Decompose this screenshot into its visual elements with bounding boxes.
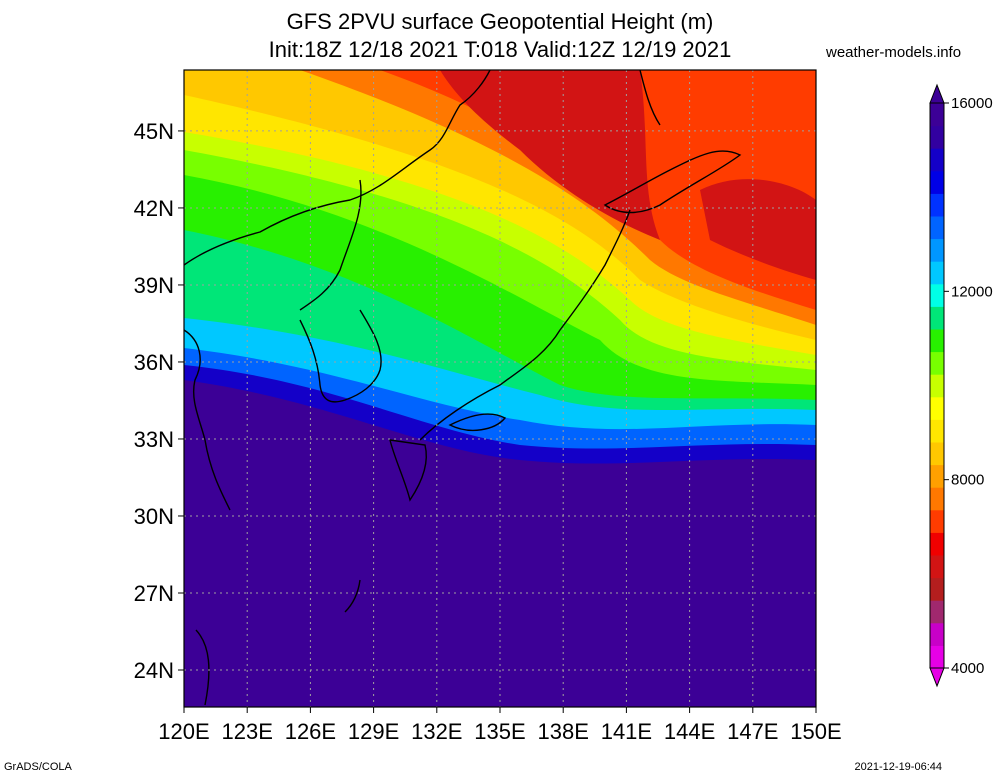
y-tick-label: 33N	[134, 427, 174, 452]
x-tick-label: 135E	[474, 719, 525, 744]
y-tick-label: 45N	[134, 119, 174, 144]
x-tick-label: 141E	[601, 719, 652, 744]
x-tick-label: 120E	[158, 719, 209, 744]
longitude-axis: 120E 123E 126E 129E 132E 135E 138E 141E 144E 147E…	[158, 707, 842, 744]
colorbar-swatch	[930, 193, 944, 217]
colorbar-swatch	[930, 396, 944, 420]
colorbar-swatch	[930, 125, 944, 149]
y-tick-label: 30N	[134, 504, 174, 529]
china-east-coast	[184, 329, 231, 511]
x-tick-label: 138E	[538, 719, 589, 744]
footer-left: GrADS/COLA	[4, 761, 72, 773]
y-tick-label: 24N	[134, 658, 174, 683]
kyushu	[389, 439, 427, 502]
colorbar-swatch	[930, 442, 944, 466]
colorbar-swatch	[930, 419, 944, 443]
colorbar-swatch	[930, 577, 944, 601]
y-tick-label: 27N	[134, 581, 174, 606]
colorbar-swatch	[930, 509, 944, 533]
colorbar-swatch	[930, 148, 944, 172]
x-tick-label: 123E	[222, 719, 273, 744]
footer-right: 2021-12-19-06:44	[854, 761, 942, 773]
colorbar-swatch	[930, 622, 944, 646]
colorbar-label: 8000	[951, 472, 984, 489]
colorbar-swatch	[930, 329, 944, 353]
colorbar-label: 16000	[951, 95, 993, 112]
shikoku	[448, 413, 507, 432]
colorbar-swatch	[930, 306, 944, 330]
colorbar-swatch	[930, 216, 944, 240]
colorbar-swatch	[930, 464, 944, 488]
colorbar-frame	[929, 102, 945, 669]
colorbar-swatch	[930, 261, 944, 285]
colorbar-min-arrow	[929, 667, 945, 688]
taiwan	[195, 629, 210, 706]
hokkaido	[603, 150, 742, 214]
colorbar-label: 12000	[951, 283, 993, 300]
colorbar: 16000 12000 8000 4000	[929, 83, 993, 688]
y-tick-label: 42N	[134, 196, 174, 221]
colorbar-swatch	[930, 532, 944, 556]
x-tick-label: 150E	[790, 719, 841, 744]
x-tick-label: 147E	[727, 719, 778, 744]
x-tick-label: 126E	[285, 719, 336, 744]
colorbar-swatch	[930, 170, 944, 194]
y-tick-label: 39N	[134, 273, 174, 298]
sakhalin	[639, 70, 661, 126]
y-tick-label: 36N	[134, 350, 174, 375]
colorbar-swatch	[930, 283, 944, 307]
x-tick-label: 144E	[664, 719, 715, 744]
latitude-axis: 45N 42N 39N 36N 33N 30N 27N 24N	[134, 119, 184, 683]
ryukyu-islands	[344, 579, 361, 613]
colorbar-swatch	[930, 103, 944, 127]
mainland-coast	[184, 70, 491, 266]
colorbar-swatch	[930, 645, 944, 669]
colorbar-label: 4000	[951, 660, 984, 677]
colorbar-swatch	[930, 555, 944, 579]
map-title: GFS 2PVU surface Geopotential Height (m)	[286, 9, 714, 34]
colorbar-max-arrow	[929, 83, 945, 104]
site-watermark: weather-models.info	[826, 44, 962, 61]
x-tick-label: 132E	[411, 719, 462, 744]
colorbar-swatch	[930, 374, 944, 398]
colorbar-swatch	[930, 351, 944, 375]
graticule	[184, 70, 816, 707]
colorbar-swatch	[930, 487, 944, 511]
map-subtitle: Init:18Z 12/18 2021 T:018 Valid:12Z 12/1…	[268, 37, 732, 62]
colorbar-swatch	[930, 600, 944, 624]
height-field	[184, 70, 816, 707]
x-tick-label: 129E	[348, 719, 399, 744]
china-korea-border	[299, 179, 362, 311]
colorbar-swatch	[930, 238, 944, 262]
honshu	[419, 209, 631, 441]
